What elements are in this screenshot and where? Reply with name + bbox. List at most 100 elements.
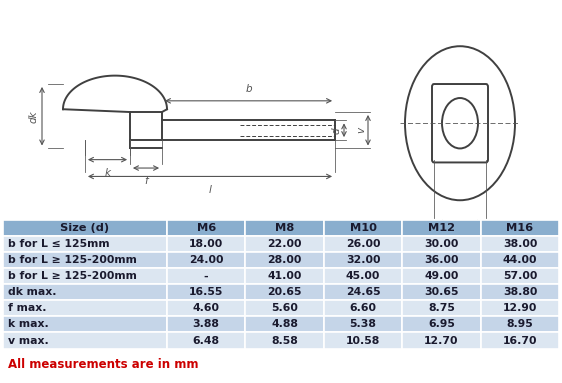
Text: l: l: [209, 185, 211, 195]
Bar: [167, 316, 246, 332]
Text: f max.: f max.: [8, 303, 47, 313]
Text: 38.80: 38.80: [503, 287, 537, 297]
Text: 6.95: 6.95: [428, 319, 455, 329]
Text: M8: M8: [275, 223, 294, 233]
Text: 45.00: 45.00: [346, 272, 380, 282]
Bar: [167, 220, 246, 236]
Text: 4.60: 4.60: [193, 303, 220, 313]
Text: 22.00: 22.00: [268, 239, 302, 249]
Text: Size (d): Size (d): [60, 223, 110, 233]
Text: 41.00: 41.00: [268, 272, 302, 282]
Bar: [3, 220, 167, 236]
Text: M12: M12: [428, 223, 455, 233]
Text: k max.: k max.: [8, 319, 49, 329]
Text: 16.55: 16.55: [189, 287, 223, 297]
Bar: [246, 220, 324, 236]
Bar: [324, 220, 402, 236]
Text: 5.38: 5.38: [350, 319, 377, 329]
Text: All measurements are in mm: All measurements are in mm: [8, 358, 199, 371]
Bar: [324, 300, 402, 316]
Text: 10.58: 10.58: [346, 336, 380, 345]
Bar: [167, 300, 246, 316]
Bar: [246, 284, 324, 300]
Bar: [167, 268, 246, 284]
Bar: [3, 252, 167, 268]
Text: 57.00: 57.00: [503, 272, 537, 282]
Text: M16: M16: [506, 223, 533, 233]
Bar: [324, 268, 402, 284]
Text: 44.00: 44.00: [503, 255, 537, 265]
Text: b: b: [245, 84, 252, 94]
Bar: [3, 332, 167, 349]
Text: v: v: [356, 127, 366, 133]
Bar: [324, 252, 402, 268]
Bar: [167, 284, 246, 300]
Text: 16.70: 16.70: [503, 336, 537, 345]
Text: 24.00: 24.00: [189, 255, 224, 265]
Bar: [324, 316, 402, 332]
Text: 8.95: 8.95: [506, 319, 533, 329]
Bar: [246, 332, 324, 349]
Bar: [167, 252, 246, 268]
Text: -: -: [204, 272, 209, 282]
Text: 38.00: 38.00: [503, 239, 537, 249]
Text: 3.88: 3.88: [193, 319, 220, 329]
Text: 30.65: 30.65: [424, 287, 459, 297]
Text: 6.48: 6.48: [193, 336, 220, 345]
Bar: [324, 236, 402, 252]
Text: 6.60: 6.60: [350, 303, 377, 313]
Text: f: f: [144, 177, 148, 187]
Text: 8.58: 8.58: [271, 336, 298, 345]
Bar: [402, 316, 481, 332]
Bar: [402, 332, 481, 349]
Bar: [246, 300, 324, 316]
Text: 5.60: 5.60: [271, 303, 298, 313]
Text: k: k: [105, 168, 111, 178]
Text: 30.00: 30.00: [424, 239, 459, 249]
Bar: [481, 252, 559, 268]
Bar: [402, 268, 481, 284]
Text: b for L ≥ 125-200mm: b for L ≥ 125-200mm: [8, 272, 137, 282]
Bar: [246, 268, 324, 284]
Bar: [3, 268, 167, 284]
Bar: [481, 268, 559, 284]
Text: M6: M6: [197, 223, 216, 233]
Text: 32.00: 32.00: [346, 255, 380, 265]
Bar: [3, 300, 167, 316]
Text: 20.65: 20.65: [268, 287, 302, 297]
Text: dk: dk: [29, 110, 39, 123]
Bar: [246, 316, 324, 332]
Text: dk max.: dk max.: [8, 287, 57, 297]
Bar: [402, 236, 481, 252]
Text: 24.65: 24.65: [346, 287, 380, 297]
Bar: [324, 284, 402, 300]
Text: v max.: v max.: [8, 336, 49, 345]
Text: 49.00: 49.00: [424, 272, 459, 282]
Text: 12.90: 12.90: [503, 303, 537, 313]
Text: 8.75: 8.75: [428, 303, 455, 313]
Text: 18.00: 18.00: [189, 239, 223, 249]
Bar: [324, 332, 402, 349]
Bar: [481, 220, 559, 236]
Text: 28.00: 28.00: [268, 255, 302, 265]
Text: M10: M10: [350, 223, 377, 233]
Bar: [481, 300, 559, 316]
Bar: [3, 284, 167, 300]
Bar: [481, 316, 559, 332]
Text: 26.00: 26.00: [346, 239, 380, 249]
Bar: [481, 284, 559, 300]
Text: b for L ≥ 125-200mm: b for L ≥ 125-200mm: [8, 255, 137, 265]
Text: 12.70: 12.70: [424, 336, 459, 345]
Bar: [246, 236, 324, 252]
Bar: [402, 284, 481, 300]
Text: b for L ≤ 125mm: b for L ≤ 125mm: [8, 239, 110, 249]
Bar: [402, 220, 481, 236]
Text: d: d: [332, 127, 342, 134]
Bar: [481, 332, 559, 349]
Bar: [167, 236, 246, 252]
Bar: [246, 252, 324, 268]
Text: 4.88: 4.88: [271, 319, 298, 329]
Bar: [481, 236, 559, 252]
Text: 36.00: 36.00: [424, 255, 459, 265]
Bar: [3, 316, 167, 332]
